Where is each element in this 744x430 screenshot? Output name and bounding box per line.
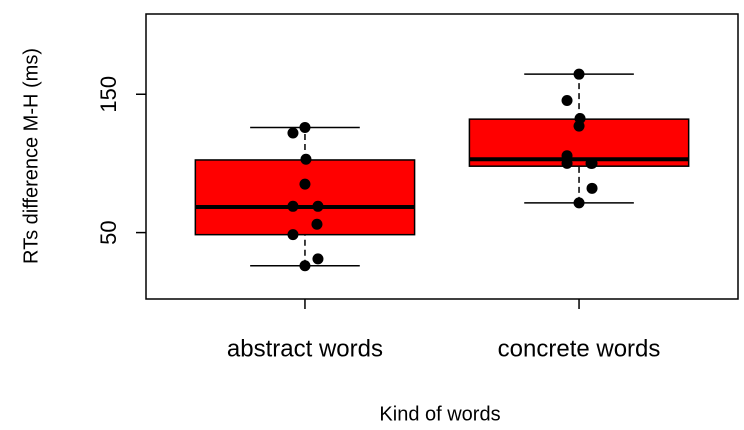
data-point xyxy=(585,157,597,169)
data-point xyxy=(287,127,299,139)
data-point xyxy=(561,150,573,162)
data-point xyxy=(312,200,324,212)
data-point xyxy=(300,153,312,165)
data-point xyxy=(299,121,311,133)
y-axis-title: RTs difference M-H (ms) xyxy=(20,48,42,264)
y-tick-label: 50 xyxy=(96,220,121,244)
plot-frame xyxy=(145,13,739,300)
data-point xyxy=(561,94,573,106)
data-point xyxy=(573,197,585,209)
data-point xyxy=(561,157,573,169)
x-tick-label: abstract words xyxy=(227,335,383,362)
data-point xyxy=(586,182,598,194)
data-point xyxy=(287,229,299,241)
data-point xyxy=(311,218,323,230)
data-point xyxy=(312,253,324,265)
data-point xyxy=(573,68,585,80)
y-tick-label: 150 xyxy=(96,76,121,113)
data-point xyxy=(299,260,311,272)
data-point xyxy=(573,120,585,132)
x-tick-label: concrete words xyxy=(498,335,661,362)
data-point xyxy=(287,200,299,212)
data-point xyxy=(299,178,311,190)
x-axis-title: Kind of words xyxy=(379,403,500,425)
box xyxy=(194,159,416,236)
